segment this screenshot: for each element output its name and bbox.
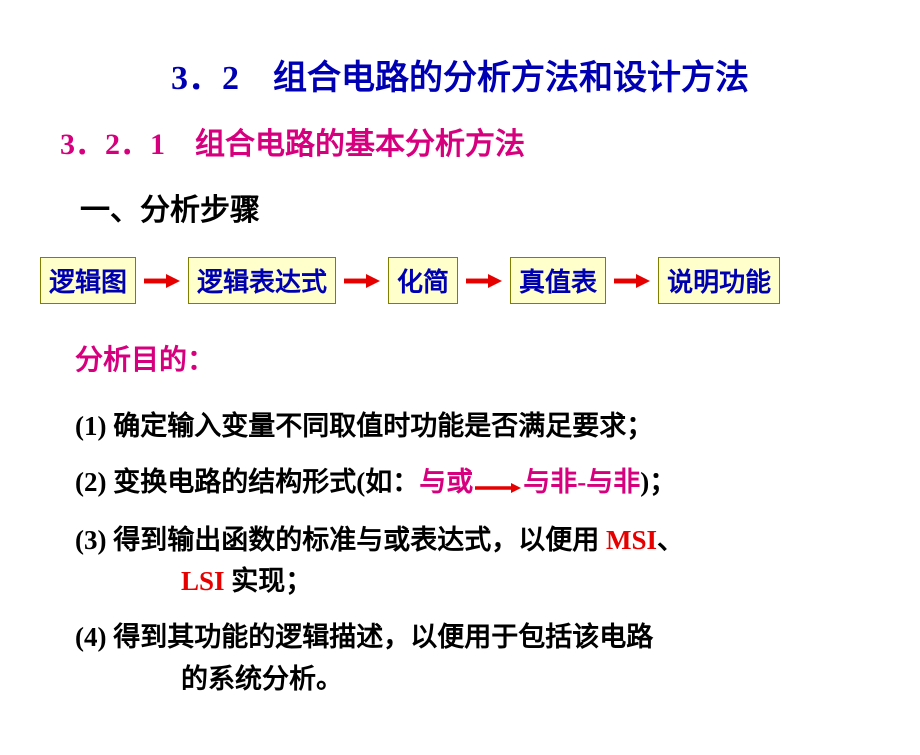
flow-arrow-icon (614, 274, 650, 288)
text-segment: 与或 (419, 467, 473, 497)
flow-box: 说明功能 (658, 257, 780, 304)
flow-box: 逻辑表达式 (188, 257, 336, 304)
text-segment: MSI (606, 525, 657, 555)
text-segment: 、 (657, 525, 684, 555)
text-segment: 得到其功能的逻辑描述，以便用于包括该电路 (106, 622, 653, 652)
text-segment: 实现； (225, 566, 313, 596)
text-segment: )； (640, 467, 676, 497)
list-item: (2) 变换电路的结构形式(如：与或 与非-与非)； (75, 462, 880, 506)
text-segment: 与非-与非 (523, 467, 640, 497)
flow-arrow-icon (466, 274, 502, 288)
list-item: (1) 确定输入变量不同取值时功能是否满足要求； (75, 406, 880, 448)
inline-arrow-icon (475, 464, 521, 506)
flow-box: 化简 (388, 257, 458, 304)
text-segment: 得到输出函数的标准与或表达式，以便用 (106, 525, 606, 555)
flow-arrow-icon (344, 274, 380, 288)
steps-heading: 一、分析步骤 (80, 185, 880, 229)
text-segment: 变换电路的结构形式(如： (106, 467, 419, 497)
text-segment: LSI (181, 566, 225, 596)
flow-box: 逻辑图 (40, 257, 136, 304)
item-number: (3) (75, 525, 106, 555)
item-number: (1) (75, 411, 106, 441)
flow-diagram: 逻辑图 逻辑表达式 化简 真值表 说明功能 (40, 257, 880, 304)
flow-box: 真值表 (510, 257, 606, 304)
text-segment: 确定输入变量不同取值时功能是否满足要求； (106, 411, 653, 441)
list-item: (3) 得到输出函数的标准与或表达式，以便用 MSI、 LSI 实现； (75, 520, 880, 604)
slide-title: 3．2 组合电路的分析方法和设计方法 (40, 50, 880, 99)
flow-arrow-icon (144, 274, 180, 288)
purpose-label: 分析目的： (75, 338, 880, 378)
item-number: (4) (75, 622, 106, 652)
item-number: (2) (75, 467, 106, 497)
slide-subtitle: 3．2．1 组合电路的基本分析方法 (60, 119, 880, 163)
list-item: (4) 得到其功能的逻辑描述，以便用于包括该电路的系统分析。 (75, 617, 880, 701)
